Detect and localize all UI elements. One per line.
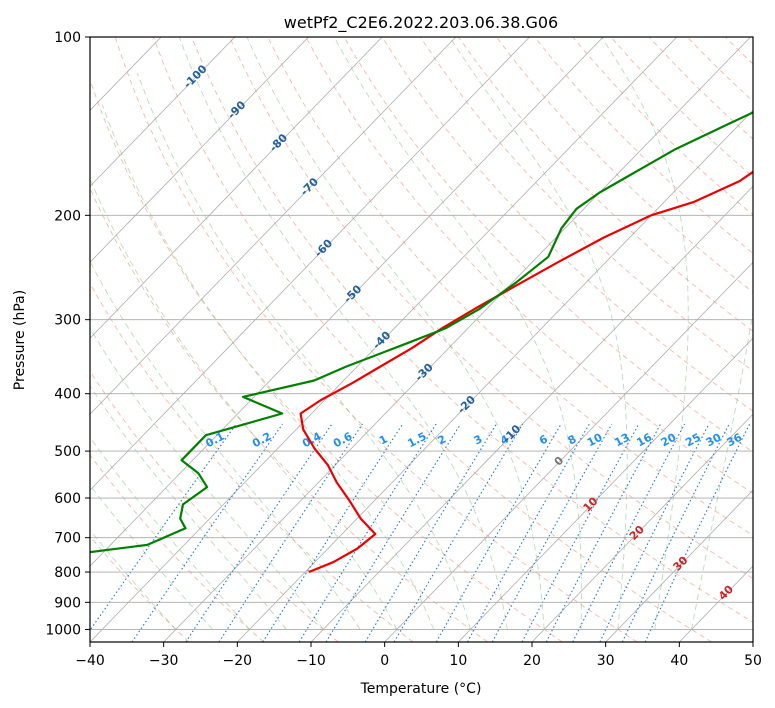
chart-title: wetPf2_C2E6.2022.203.06.38.G06 <box>284 13 558 33</box>
mixing-ratio-label: 10 <box>585 431 605 450</box>
dry-adiabat-line <box>90 282 414 642</box>
mixing-ratio-label: 13 <box>612 431 632 450</box>
mixing-ratio-line <box>435 423 562 642</box>
mixing-ratio-line <box>131 423 283 642</box>
isotherm-line <box>90 37 604 567</box>
mixing-ratio-line <box>644 423 751 642</box>
plot-frame <box>89 36 754 643</box>
moist-adiabat-line <box>90 385 287 630</box>
dry-adiabat-line <box>152 37 712 642</box>
moist-adiabat-line <box>333 37 582 630</box>
mixing-ratio-line <box>621 423 730 642</box>
dry-adiabat-line <box>267 37 753 537</box>
data-series <box>90 111 753 574</box>
y-tick-label: 100 <box>54 30 81 46</box>
isotherm-line <box>163 37 751 642</box>
mixing-ratio-line <box>185 423 333 642</box>
dry-adiabat-line <box>114 37 638 642</box>
y-tick-label: 400 <box>54 387 81 403</box>
x-tick-label: 40 <box>670 653 688 669</box>
isotherm-line <box>384 261 753 642</box>
y-axis-ticks: 100 200 300 400 500 600 700 800 900 1000 <box>45 30 90 638</box>
x-axis-ticks: −40 −30 −20 −10 0 10 20 30 40 50 <box>75 642 762 669</box>
mixing-ratio-line <box>393 423 524 642</box>
background-lines <box>90 37 753 642</box>
dry-adiabat-line <box>229 37 753 579</box>
isotherm-line <box>458 337 753 642</box>
isotherm-line <box>605 489 753 642</box>
isotherm-line <box>237 109 753 642</box>
moist-adiabat-line <box>691 309 753 630</box>
isotherm-line <box>531 413 753 642</box>
y-tick-label: 300 <box>54 313 81 329</box>
x-tick-label: 30 <box>597 653 615 669</box>
moist-adiabat-line <box>90 327 324 630</box>
x-tick-label: −40 <box>75 653 105 669</box>
x-tick-label: −30 <box>149 653 179 669</box>
x-tick-label: 0 <box>380 653 389 669</box>
moist-adiabat-line <box>178 37 508 630</box>
mixing-ratio-label: 30 <box>704 431 724 450</box>
y-tick-label: 800 <box>54 565 81 581</box>
moist-adiabat-line <box>90 436 250 630</box>
mixing-ratio-label: 16 <box>634 431 654 450</box>
dry-adiabat-line <box>305 37 753 494</box>
isotherm-line <box>90 37 309 263</box>
mixing-ratio-label: 36 <box>725 431 745 450</box>
isotherm-line <box>90 37 236 187</box>
dewpoint-profile-line <box>90 111 753 554</box>
dry-adiabat-line <box>90 187 488 642</box>
mixing-ratio-label: 20 <box>659 431 679 450</box>
y-tick-label: 1000 <box>45 622 81 638</box>
x-tick-label: −10 <box>296 653 326 669</box>
mixing-ratio-line <box>467 423 590 642</box>
isotherm-line <box>90 37 457 415</box>
moist-adiabat-line <box>136 72 471 630</box>
mixing-ratio-line <box>545 423 662 642</box>
isotherm-line <box>90 37 678 642</box>
mixing-ratio-line <box>521 423 640 642</box>
y-tick-label: 700 <box>54 531 81 547</box>
y-tick-label: 600 <box>54 491 81 507</box>
moist-adiabat-line <box>449 37 628 630</box>
dry-adiabat-line <box>90 370 339 642</box>
mixing-ratio-line <box>298 423 437 642</box>
moist-adiabat-line <box>90 177 398 630</box>
isotherm-line <box>90 37 383 339</box>
y-tick-label: 900 <box>54 595 81 611</box>
mixing-ratio-line <box>262 423 404 642</box>
y-tick-label: 500 <box>54 444 81 460</box>
moist-adiabat-line <box>246 37 545 630</box>
moist-adiabat-line <box>90 484 214 630</box>
mixing-ratio-line <box>572 423 686 642</box>
x-tick-label: −20 <box>223 653 253 669</box>
mixing-ratio-line <box>364 423 497 642</box>
x-tick-label: 20 <box>523 653 541 669</box>
grid-lines <box>90 37 753 630</box>
moist-adiabat-line <box>101 104 435 630</box>
temperature-profile-line <box>299 170 753 574</box>
mixing-ratio-label: 25 <box>683 431 703 450</box>
dry-adiabat-line <box>343 37 753 453</box>
y-tick-label: 200 <box>54 208 81 224</box>
x-tick-label: 10 <box>449 653 467 669</box>
mixing-ratio-line <box>325 423 462 642</box>
dry-adiabat-line <box>90 78 563 642</box>
x-axis-label: Temperature (°C) <box>360 681 482 697</box>
x-tick-label: 50 <box>744 653 762 669</box>
moist-adiabat-line <box>601 37 689 630</box>
mixing-ratio-line <box>599 423 710 642</box>
dry-adiabat-line <box>191 37 753 623</box>
isotherm-line <box>90 37 530 491</box>
dry-adiabat-line <box>381 37 753 412</box>
dry-adiabat-line <box>496 37 753 293</box>
y-axis-label: Pressure (hPa) <box>12 290 28 390</box>
mixing-ratio-line <box>491 423 613 642</box>
